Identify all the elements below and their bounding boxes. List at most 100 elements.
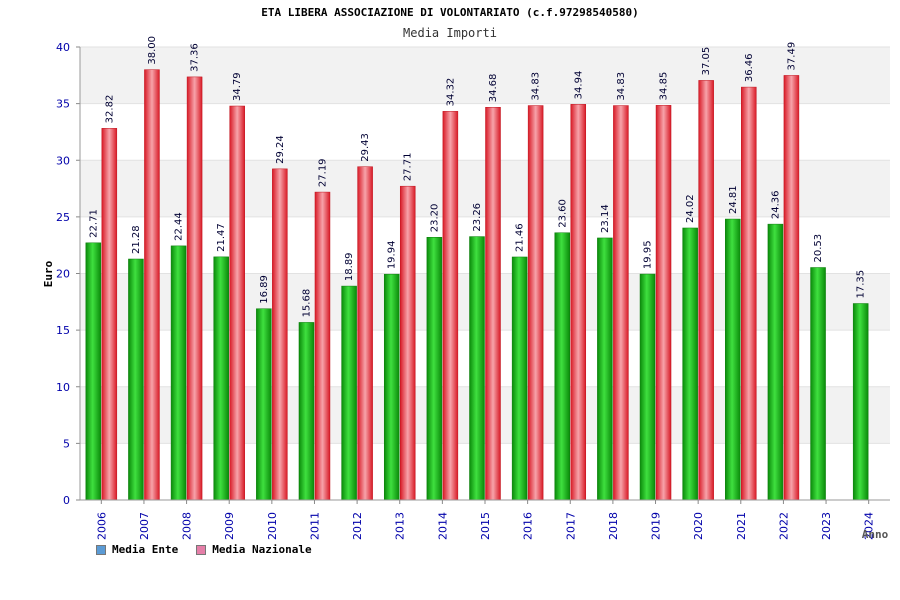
bar-media-nazionale-2010 <box>272 168 288 501</box>
x-tick-label-2020: 2020 <box>692 512 705 540</box>
x-tick-label-2018: 2018 <box>607 512 620 540</box>
data-label-nazionale-2013: 27.71 <box>403 153 414 182</box>
x-tick-label-2010: 2010 <box>266 512 279 540</box>
data-label-ente-2013: 19.94 <box>387 241 398 270</box>
x-tick-label-2017: 2017 <box>564 512 577 540</box>
data-label-nazionale-2010: 29.24 <box>275 135 286 164</box>
data-label-ente-2006: 22.71 <box>88 209 99 238</box>
data-label-nazionale-2016: 34.83 <box>531 72 542 101</box>
data-label-nazionale-2012: 29.43 <box>360 133 371 162</box>
bar-media-ente-2015 <box>469 236 485 501</box>
legend-item-nazionale: Media Nazionale <box>196 543 312 556</box>
legend-item-ente: Media Ente <box>96 543 178 556</box>
bar-media-ente-2024 <box>852 303 869 501</box>
legend-swatch-ente <box>96 544 106 555</box>
data-label-nazionale-2021: 36.46 <box>744 53 755 82</box>
data-label-nazionale-2008: 37.36 <box>190 43 201 72</box>
bar-media-nazionale-2014 <box>442 111 459 501</box>
data-label-ente-2012: 18.89 <box>344 252 355 281</box>
bar-media-ente-2008 <box>170 245 187 501</box>
y-tick-label: 25 <box>56 211 70 224</box>
x-tick-label-2012: 2012 <box>351 512 364 540</box>
x-tick-label-2016: 2016 <box>522 512 535 540</box>
x-tick-label-2023: 2023 <box>820 512 833 540</box>
x-axis-label: Anno <box>862 528 889 541</box>
bar-media-ente-2006 <box>85 242 102 501</box>
bar-media-ente-2010 <box>256 308 272 501</box>
data-label-nazionale-2014: 34.32 <box>445 78 456 107</box>
x-tick-label-2013: 2013 <box>394 512 407 540</box>
data-label-ente-2023: 20.53 <box>813 234 824 263</box>
data-label-ente-2015: 23.26 <box>472 203 483 232</box>
bar-media-ente-2013 <box>383 273 400 501</box>
y-axis-label: Euro <box>42 260 55 287</box>
data-label-nazionale-2006: 32.82 <box>104 95 115 124</box>
data-label-ente-2018: 23.14 <box>600 204 611 233</box>
data-label-nazionale-2009: 34.79 <box>232 72 243 101</box>
bar-media-nazionale-2009 <box>229 105 245 501</box>
x-tick-label-2024: 2024 <box>863 512 876 540</box>
data-label-ente-2007: 21.28 <box>131 225 142 254</box>
data-label-nazionale-2018: 34.83 <box>616 72 627 101</box>
bar-media-ente-2023 <box>810 267 826 501</box>
x-tick-label-2006: 2006 <box>95 512 108 540</box>
x-tick-label-2007: 2007 <box>138 512 151 540</box>
x-tick-label-2021: 2021 <box>735 512 748 540</box>
data-label-ente-2020: 24.02 <box>685 194 696 223</box>
legend-swatch-nazionale <box>196 544 207 555</box>
bar-media-ente-2016 <box>511 256 528 501</box>
y-tick-label: 35 <box>56 98 70 111</box>
data-label-nazionale-2011: 27.19 <box>317 158 328 187</box>
bar-media-ente-2017 <box>554 232 571 501</box>
y-tick-label: 30 <box>56 154 70 167</box>
bar-media-nazionale-2016 <box>527 105 544 501</box>
y-tick-label: 5 <box>63 437 70 450</box>
data-label-nazionale-2017: 34.94 <box>573 71 584 100</box>
bar-media-ente-2007 <box>128 258 144 501</box>
data-label-ente-2011: 15.68 <box>301 289 312 318</box>
bar-media-ente-2022 <box>767 223 784 501</box>
bar-media-nazionale-2012 <box>357 166 373 501</box>
data-label-ente-2024: 17.35 <box>856 270 867 299</box>
data-label-ente-2008: 22.44 <box>174 212 185 241</box>
data-label-ente-2017: 23.60 <box>557 199 568 228</box>
data-label-ente-2019: 19.95 <box>643 240 654 269</box>
x-tick-label-2008: 2008 <box>181 512 194 540</box>
bar-media-ente-2009 <box>213 256 229 501</box>
y-tick-label: 10 <box>56 381 70 394</box>
bar-media-nazionale-2021 <box>741 86 757 501</box>
x-tick-label-2011: 2011 <box>308 512 321 540</box>
bar-media-ente-2018 <box>597 237 613 501</box>
bar-media-nazionale-2018 <box>613 105 629 501</box>
chart-title: ETA LIBERA ASSOCIAZIONE DI VOLONTARIATO … <box>261 6 639 19</box>
data-label-ente-2010: 16.89 <box>259 275 270 304</box>
bar-media-ente-2021 <box>725 218 741 501</box>
x-tick-label-2009: 2009 <box>223 512 236 540</box>
x-tick-label-2019: 2019 <box>650 512 663 540</box>
x-tick-label-2015: 2015 <box>479 512 492 540</box>
bar-media-nazionale-2007 <box>144 69 160 501</box>
data-label-nazionale-2015: 34.68 <box>488 74 499 103</box>
data-label-ente-2022: 24.36 <box>770 190 781 219</box>
bar-media-nazionale-2020 <box>698 80 714 501</box>
x-tick-label-2022: 2022 <box>777 512 790 540</box>
bar-media-ente-2019 <box>639 273 656 501</box>
axes: 0 5 10 15 20 25 30 35 40 2006 2007 2008 2009 2010 2011… <box>56 41 890 540</box>
data-label-nazionale-2007: 38.00 <box>147 36 158 65</box>
legend: Media Ente Media Nazionale <box>96 543 312 556</box>
legend-label-ente: Media Ente <box>112 543 179 556</box>
data-label-ente-2021: 24.81 <box>728 185 739 214</box>
legend-label-nazionale: Media Nazionale <box>212 543 312 556</box>
bars: 22.71 32.82 21.28 38.00 22.44 37.36 21.47 34.79… <box>85 36 869 501</box>
bar-media-ente-2011 <box>298 322 315 501</box>
bar-media-nazionale-2006 <box>101 128 118 501</box>
bar-media-nazionale-2015 <box>485 106 501 501</box>
bar-media-nazionale-2022 <box>783 75 800 501</box>
data-label-ente-2009: 21.47 <box>216 223 227 252</box>
bar-media-ente-2012 <box>341 285 357 501</box>
y-tick-label: 0 <box>63 494 70 507</box>
data-label-ente-2016: 21.46 <box>515 223 526 252</box>
data-label-nazionale-2019: 34.85 <box>659 72 670 101</box>
y-tick-label: 15 <box>56 324 70 337</box>
